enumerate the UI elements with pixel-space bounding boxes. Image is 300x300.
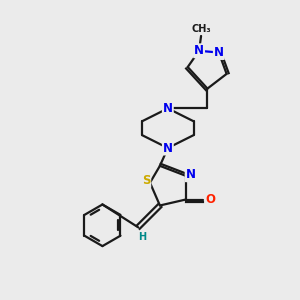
- Text: N: N: [163, 102, 173, 115]
- Text: N: N: [214, 46, 224, 59]
- Text: H: H: [138, 232, 146, 242]
- Text: O: O: [206, 193, 215, 206]
- Text: N: N: [194, 44, 204, 57]
- Text: CH₃: CH₃: [191, 24, 211, 34]
- Text: N: N: [186, 168, 196, 181]
- Text: N: N: [163, 142, 173, 154]
- Text: S: S: [142, 174, 150, 187]
